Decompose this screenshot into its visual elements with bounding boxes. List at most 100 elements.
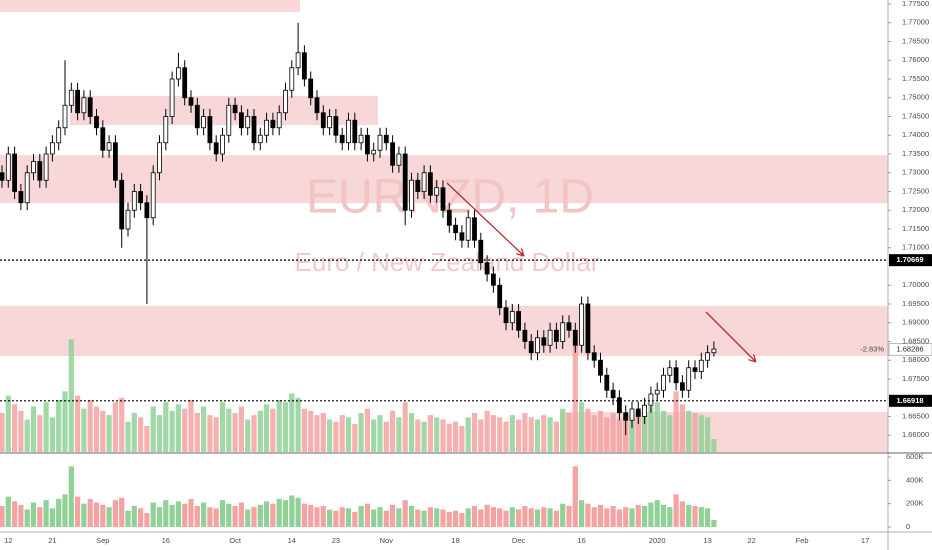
- volume-bar: [686, 504, 692, 527]
- candle-body: [434, 187, 440, 196]
- candle-body: [270, 119, 276, 129]
- volume-overlay-bar: [522, 413, 528, 452]
- volume-overlay-bar: [434, 417, 440, 452]
- volume-overlay-bar: [150, 406, 156, 452]
- y-tick-label: 1.72500: [902, 186, 929, 195]
- candle-body: [484, 262, 490, 275]
- x-tick-label: 21: [48, 536, 56, 545]
- volume-overlay-bar: [579, 402, 585, 452]
- candle-body: [623, 412, 629, 421]
- volume-bar: [534, 509, 541, 527]
- candle-body: [62, 104, 68, 129]
- price-lines: 1.70669 1.66918 1.68286 -2.83%: [0, 254, 932, 407]
- volume-bar: [408, 506, 415, 527]
- candle-body: [566, 322, 572, 331]
- volume-bar: [201, 502, 207, 527]
- volume-bar: [667, 507, 673, 527]
- candle-body: [43, 153, 49, 181]
- volume-bar: [213, 508, 219, 527]
- volume-overlay-bar: [163, 402, 169, 452]
- candle-body: [459, 232, 465, 241]
- volume-overlay-bar: [471, 413, 478, 452]
- volume-overlay-bar: [238, 406, 244, 452]
- candle-body: [226, 104, 232, 136]
- volume-bar: [37, 507, 43, 527]
- candle-body: [490, 273, 496, 286]
- volume-panel: [0, 466, 717, 527]
- candle-body: [352, 119, 358, 144]
- volume-bar: [459, 513, 465, 527]
- volume-bar: [333, 510, 339, 527]
- volume-tick-label: 0: [906, 522, 910, 531]
- volume-bar: [553, 510, 559, 527]
- candle-body: [169, 78, 175, 117]
- volume-bar: [660, 504, 667, 527]
- candle-body: [572, 329, 578, 346]
- candle-body: [131, 191, 137, 211]
- volume-bar: [163, 500, 169, 527]
- candle-body: [12, 153, 18, 192]
- volume-overlay-bar: [679, 404, 685, 452]
- volume-bar: [692, 506, 698, 527]
- candle-body: [364, 134, 370, 155]
- volume-bar: [698, 507, 704, 527]
- candle-body: [409, 179, 414, 211]
- volume-bar: [497, 508, 503, 527]
- volume-bar: [245, 509, 251, 527]
- volume-bar: [654, 500, 660, 527]
- candle-body: [106, 142, 112, 151]
- volume-overlay-bar: [528, 417, 534, 452]
- volume-bar: [62, 494, 68, 527]
- candle-body: [207, 116, 213, 144]
- volume-bar: [295, 497, 301, 527]
- zone: [0, 305, 888, 357]
- volume-overlay-bar: [138, 417, 144, 452]
- volume-overlay-bar: [509, 415, 515, 452]
- y-tick-label: 1.77000: [902, 18, 929, 27]
- volume-bar: [446, 511, 452, 527]
- volume-overlay-bar: [383, 421, 389, 452]
- volume-bar: [616, 509, 622, 527]
- volume-bar: [251, 507, 257, 527]
- volume-bar: [0, 506, 5, 527]
- volume-bar: [648, 502, 654, 527]
- candle-body: [201, 116, 207, 129]
- volume-bar: [364, 503, 370, 527]
- volume-overlay-bar: [698, 415, 704, 452]
- volume-overlay-bar: [18, 410, 24, 452]
- volume-overlay-bar: [106, 415, 112, 452]
- volume-overlay-bar: [459, 426, 465, 452]
- y-tick-label: 1.71000: [902, 243, 929, 252]
- candle-body: [446, 209, 452, 226]
- candle-body: [81, 97, 87, 114]
- volume-bar: [629, 508, 635, 527]
- volume-overlay-bar: [188, 400, 194, 452]
- y-tick-label: 1.68000: [902, 355, 929, 364]
- candle-body: [503, 307, 509, 324]
- volume-bar: [383, 510, 389, 527]
- volume-overlay-bar: [194, 413, 200, 452]
- volume-overlay: [0, 339, 717, 452]
- zone: [70, 95, 378, 126]
- volume-bar: [478, 509, 484, 527]
- volume-overlay-bar: [175, 404, 181, 452]
- candle-body: [175, 67, 181, 80]
- volume-overlay-bar: [251, 415, 257, 452]
- volume-overlay-bar: [616, 419, 622, 452]
- volume-bar: [579, 500, 585, 527]
- y-tick-label: 1.69500: [902, 299, 929, 308]
- candle-body: [661, 374, 666, 391]
- volume-bar: [93, 502, 100, 527]
- volume-overlay-bar: [503, 421, 509, 452]
- x-tick-label: 13: [703, 536, 711, 545]
- volume-overlay-bar: [314, 415, 320, 452]
- candle-body: [686, 367, 692, 391]
- volume-overlay-bar: [232, 413, 238, 452]
- candle-body: [75, 89, 80, 114]
- watermark-subtitle: Euro / New Zealand Dollar: [295, 247, 600, 277]
- volume-bar: [516, 509, 522, 527]
- volume-overlay-bar: [207, 415, 213, 452]
- volume-bar: [24, 509, 30, 527]
- volume-overlay-bar: [635, 410, 641, 452]
